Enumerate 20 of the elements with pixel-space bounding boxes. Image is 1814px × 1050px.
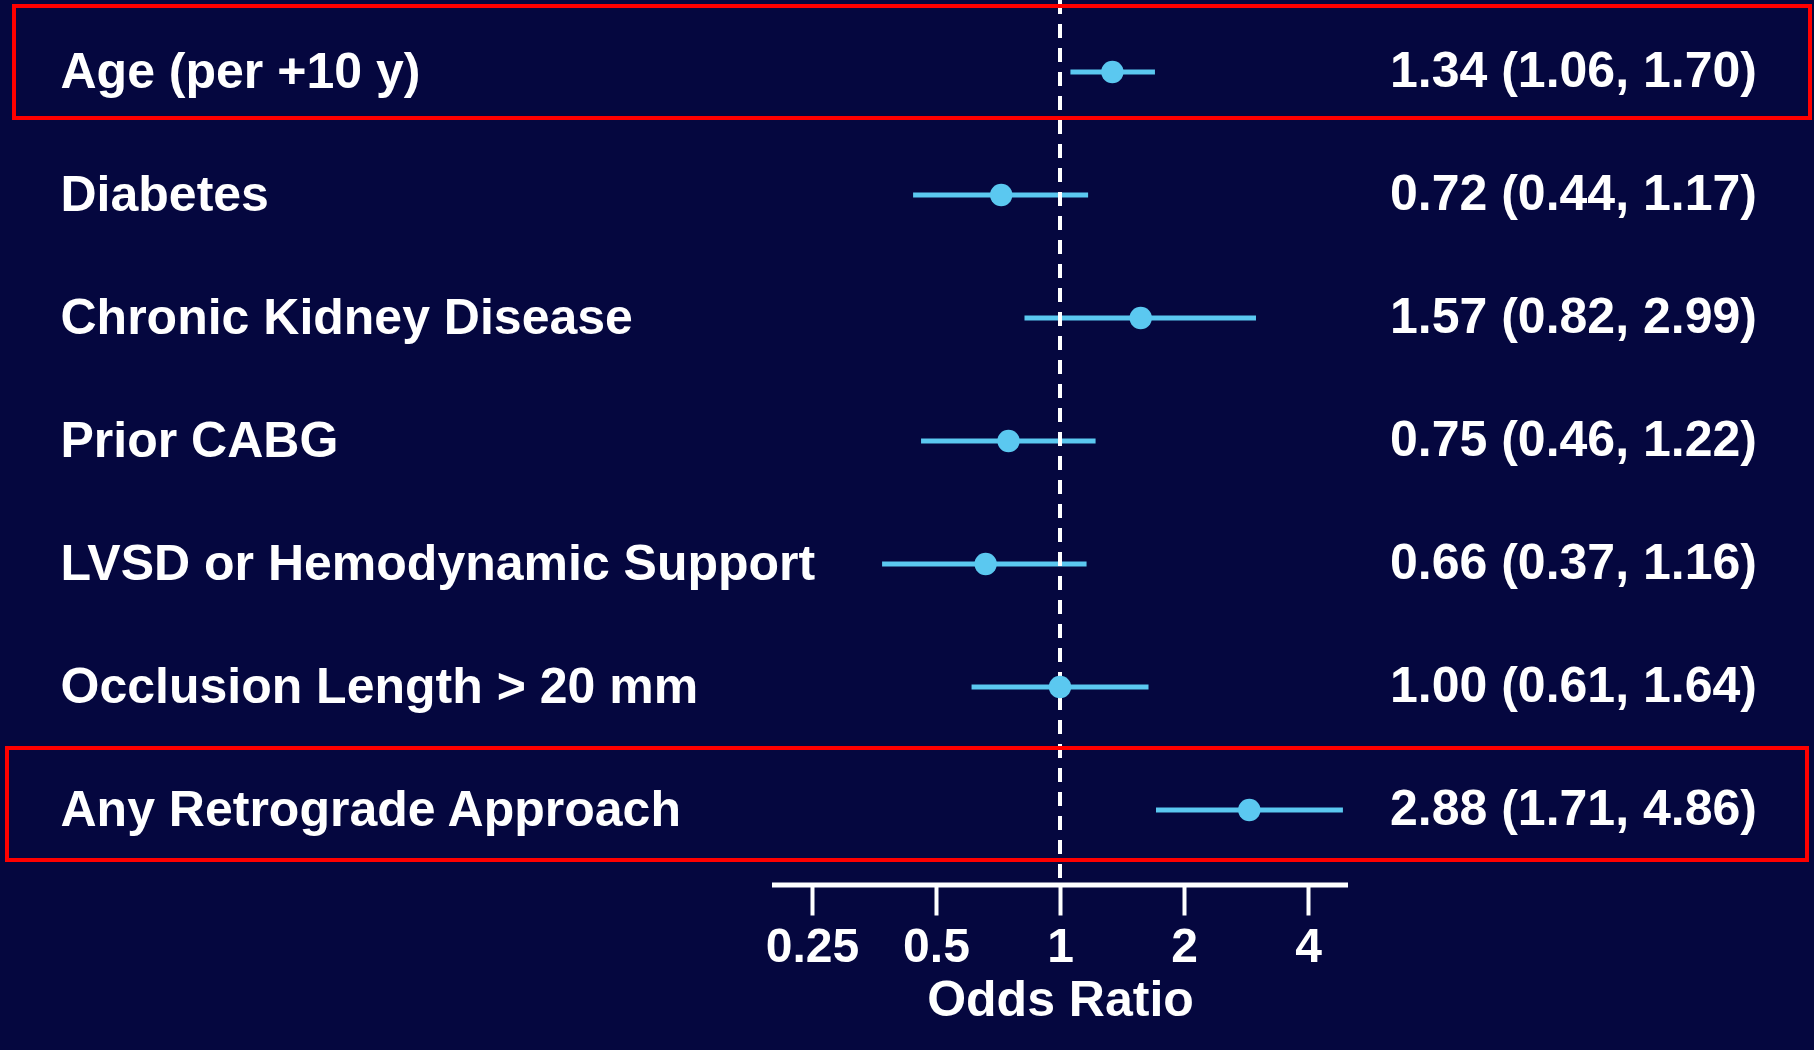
y-tick-label: Any Retrograde Approach [60, 780, 681, 837]
data-label: 0.72 (0.44, 1.17) [1390, 165, 1757, 221]
data-label: 1.57 (0.82, 2.99) [1390, 288, 1757, 344]
x-tick-label: 1 [1047, 918, 1074, 972]
data-label: 0.66 (0.37, 1.16) [1390, 534, 1757, 590]
data-label: 0.75 (0.46, 1.22) [1390, 411, 1757, 467]
y-tick-label: Diabetes [60, 165, 269, 222]
data-label: 2.88 (1.71, 4.86) [1390, 780, 1757, 836]
y-tick-label: LVSD or Hemodynamic Support [60, 534, 816, 591]
x-tick-label: 2 [1171, 918, 1198, 972]
y-tick-label: Prior CABG [60, 411, 339, 468]
data-label: 1.34 (1.06, 1.70) [1390, 42, 1757, 98]
y-tick-label: Chronic Kidney Disease [60, 288, 633, 345]
x-tick-label: 4 [1295, 918, 1323, 972]
x-tick-label: 0.25 [765, 918, 860, 972]
data-label: 1.00 (0.61, 1.64) [1390, 657, 1757, 713]
y-tick-label: Age (per +10 y) [60, 42, 421, 99]
y-tick-label: Occlusion Length > 20 mm [60, 657, 699, 714]
x-axis-title: Odds Ratio [927, 970, 1194, 1027]
x-tick-label: 0.5 [903, 918, 970, 972]
